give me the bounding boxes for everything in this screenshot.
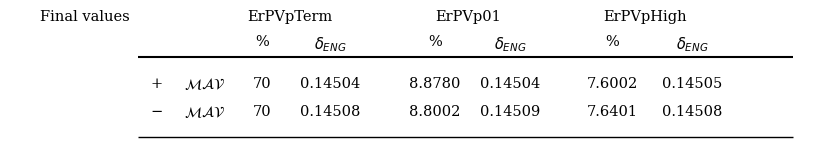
Text: 0.14509: 0.14509: [480, 105, 540, 119]
Text: 7.6002: 7.6002: [586, 77, 638, 91]
Text: %: %: [605, 35, 619, 49]
Text: $\delta_{ENG}$: $\delta_{ENG}$: [676, 35, 709, 54]
Text: 70: 70: [253, 105, 271, 119]
Text: 0.14508: 0.14508: [662, 105, 722, 119]
Text: ErPVp01: ErPVp01: [435, 10, 501, 24]
Text: ErPVpTerm: ErPVpTerm: [247, 10, 333, 24]
Text: 0.14504: 0.14504: [480, 77, 540, 91]
Text: 70: 70: [253, 77, 271, 91]
Text: $\mathcal{MAV}$: $\mathcal{MAV}$: [184, 76, 226, 92]
Text: $\delta_{ENG}$: $\delta_{ENG}$: [314, 35, 346, 54]
Text: 8.8002: 8.8002: [410, 105, 461, 119]
Text: $\mathcal{MAV}$: $\mathcal{MAV}$: [184, 104, 226, 120]
Text: 0.14505: 0.14505: [662, 77, 722, 91]
Text: Final values: Final values: [40, 10, 130, 24]
Text: −: −: [151, 105, 163, 119]
Text: %: %: [428, 35, 442, 49]
Text: %: %: [255, 35, 268, 49]
Text: 0.14508: 0.14508: [300, 105, 360, 119]
Text: 0.14504: 0.14504: [300, 77, 360, 91]
Text: +: +: [151, 77, 163, 91]
Text: 8.8780: 8.8780: [410, 77, 461, 91]
Text: $\delta_{ENG}$: $\delta_{ENG}$: [493, 35, 526, 54]
Text: ErPVpHigh: ErPVpHigh: [603, 10, 687, 24]
Text: 7.6401: 7.6401: [586, 105, 637, 119]
